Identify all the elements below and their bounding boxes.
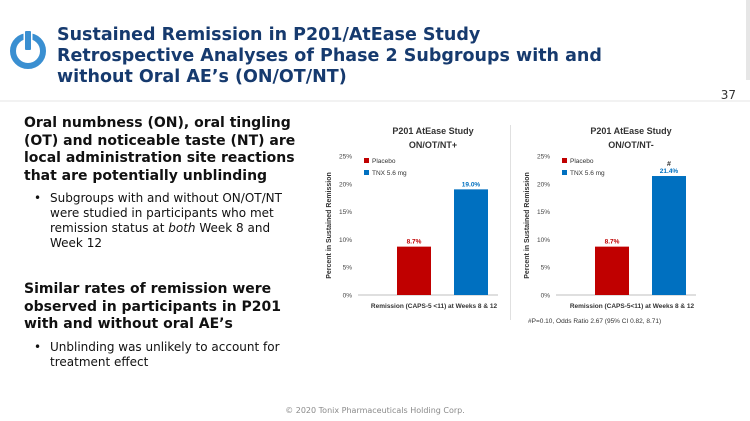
edge-decoration <box>746 0 750 80</box>
data-label: 8.7% <box>605 239 620 246</box>
footnote: #P=0.10, Odds Ratio 2.67 (95% CI 0.82, 8… <box>528 318 662 325</box>
y-axis-label: Percent in Sustained Remission <box>524 172 531 279</box>
data-label: 21.4% <box>660 168 679 175</box>
chart-title-text: P201 AtEase Study <box>392 126 474 136</box>
y-tick-label: 25% <box>537 154 550 161</box>
y-tick-label: 10% <box>537 237 550 244</box>
chart-title: P201 AtEase Study ON/OT/NT- <box>516 124 746 152</box>
y-tick-label: 0% <box>541 293 551 300</box>
heading-oral-reactions: Oral numbness (ON), oral tingling (OT) a… <box>24 115 296 184</box>
legend-label: Placebo <box>372 158 396 165</box>
chart-on-ot-nt-negative: P201 AtEase Study ON/OT/NT- 0% 5% 10% 15% 20… <box>516 118 746 328</box>
title-line-3: without Oral AE’s (ON/OT/NT) <box>57 67 347 87</box>
y-tick-label: 20% <box>339 181 352 188</box>
chart-title: P201 AtEase Study ON/OT/NT+ <box>318 124 548 152</box>
legend-swatch-placebo <box>562 158 567 163</box>
bullet-subgroups-emphasis: both <box>168 221 196 235</box>
body-text: Oral numbness (ON), oral tingling (OT) a… <box>24 115 299 370</box>
y-tick-label: 0% <box>343 293 353 300</box>
power-icon <box>10 30 46 69</box>
chart-subtitle-text: ON/OT/NT+ <box>408 140 458 150</box>
y-tick-label: 20% <box>537 181 550 188</box>
bar-placebo <box>595 246 629 295</box>
chart-title-text: P201 AtEase Study <box>590 126 672 136</box>
legend-swatch-tnx-5-6-mg <box>562 170 567 175</box>
y-tick-label: 5% <box>343 265 353 272</box>
chart-divider <box>510 125 511 320</box>
chart-svg: 0% 5% 10% 15% 20% 25% Percent in Sustained Rem… <box>524 154 696 310</box>
bar-tnx-5-6-mg <box>652 176 686 295</box>
y-tick-label: 15% <box>537 209 550 216</box>
y-tick-label: 5% <box>541 265 551 272</box>
legend-label: TNX 5.6 mg <box>372 170 407 177</box>
significance-marker: # <box>667 161 671 168</box>
data-label: 8.7% <box>407 239 422 246</box>
bullet-unblinding: Unblinding was unlikely to account for t… <box>34 340 299 370</box>
category-label: Remission (CAPS-5<11) at Weeks 8 & 12 <box>570 303 695 310</box>
y-axis-label: Percent in Sustained Remission <box>326 172 333 279</box>
legend-swatch-tnx-5-6-mg <box>364 170 369 175</box>
heading-similar-rates: Similar rates of remission were observed… <box>24 281 281 332</box>
title-line-1: Sustained Remission in P201/AtEase Study <box>57 25 481 45</box>
y-tick-label: 15% <box>339 209 352 216</box>
chart-subtitle-text: ON/OT/NT- <box>608 140 654 150</box>
bullet-subgroups-text-a: Subgroups with and without ON/OT/NT were… <box>50 191 282 235</box>
chart-on-ot-nt-positive: P201 AtEase Study ON/OT/NT+ 0% 5% 10% 15% 20… <box>318 118 548 328</box>
legend-swatch-placebo <box>364 158 369 163</box>
slide-number: 37 <box>720 88 736 102</box>
header-divider <box>0 100 750 102</box>
bullet-subgroups-text-b: Week 8 and Week 12 <box>50 221 271 250</box>
bar-placebo <box>397 246 431 295</box>
data-label: 19.0% <box>462 181 481 188</box>
copyright-footer: © 2020 Tonix Pharmaceuticals Holding Cor… <box>285 406 465 415</box>
bullet-subgroups: Subgroups with and without ON/OT/NT were… <box>34 191 299 251</box>
y-tick-label: 25% <box>339 154 352 161</box>
title-line-2: Retrospective Analyses of Phase 2 Subgro… <box>57 46 602 66</box>
legend-label: TNX 5.6 mg <box>570 170 605 177</box>
legend-label: Placebo <box>570 158 594 165</box>
bar-tnx-5-6-mg <box>454 189 488 295</box>
y-tick-label: 10% <box>339 237 352 244</box>
page-title: Sustained Remission in P201/AtEase Study… <box>57 25 697 88</box>
chart-svg: 0% 5% 10% 15% 20% 25% Percent in Sustained Rem… <box>326 154 498 310</box>
category-label: Remission (CAPS-5 <11) at Weeks 8 & 12 <box>371 303 498 310</box>
